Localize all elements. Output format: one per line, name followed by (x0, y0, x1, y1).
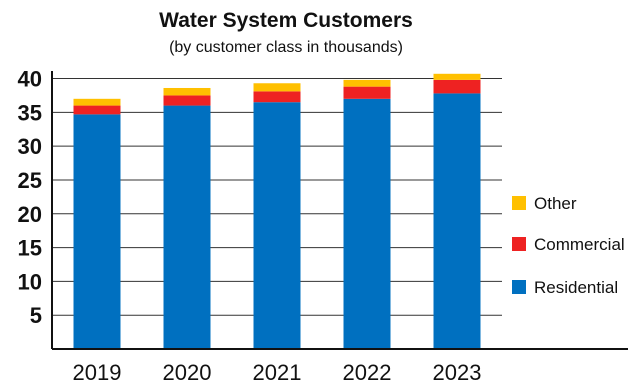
legend: Other Commercial Residential (512, 194, 625, 297)
x-tick-labels: 2019 2020 2021 2022 2023 (73, 360, 482, 385)
bar-commercial-2022 (343, 86, 391, 99)
axes (51, 71, 628, 350)
y-tick-label: 10 (18, 269, 42, 294)
y-tick-label: 30 (18, 134, 42, 159)
y-tick-label: 35 (18, 100, 42, 125)
legend-label-commercial: Commercial (534, 235, 625, 254)
x-tick-label: 2022 (343, 360, 392, 385)
y-tick-label: 20 (18, 202, 42, 227)
y-tick-labels: 5 10 15 20 25 30 35 40 (18, 67, 42, 329)
bar-other-2021 (253, 83, 301, 92)
bar-residential-2023 (433, 93, 481, 350)
bar-other-2023 (433, 73, 481, 80)
bar-commercial-2021 (253, 91, 301, 103)
legend-label-other: Other (534, 194, 577, 213)
x-tick-label: 2023 (433, 360, 482, 385)
bar-residential-2020 (163, 105, 211, 349)
legend-swatch-other (512, 196, 526, 210)
bar-commercial-2023 (433, 79, 481, 94)
bars (73, 73, 481, 350)
bar-other-2019 (73, 98, 121, 106)
bar-residential-2021 (253, 102, 301, 349)
y-tick-label: 15 (18, 236, 42, 261)
x-tick-label: 2020 (163, 360, 212, 385)
legend-swatch-commercial (512, 237, 526, 251)
y-tick-label: 5 (30, 303, 42, 328)
chart-title: Water System Customers (159, 9, 413, 32)
bar-other-2022 (343, 79, 391, 87)
legend-swatch-residential (512, 280, 526, 294)
y-tick-label: 40 (18, 67, 42, 92)
y-tick-label: 25 (18, 168, 42, 193)
x-tick-label: 2021 (253, 360, 302, 385)
chart-subtitle: (by customer class in thousands) (169, 39, 403, 56)
bar-commercial-2020 (163, 95, 211, 106)
legend-label-residential: Residential (534, 278, 618, 297)
x-tick-label: 2019 (73, 360, 122, 385)
bar-commercial-2019 (73, 105, 121, 115)
bar-other-2020 (163, 87, 211, 96)
bar-residential-2019 (73, 114, 121, 349)
bar-residential-2022 (343, 98, 391, 349)
